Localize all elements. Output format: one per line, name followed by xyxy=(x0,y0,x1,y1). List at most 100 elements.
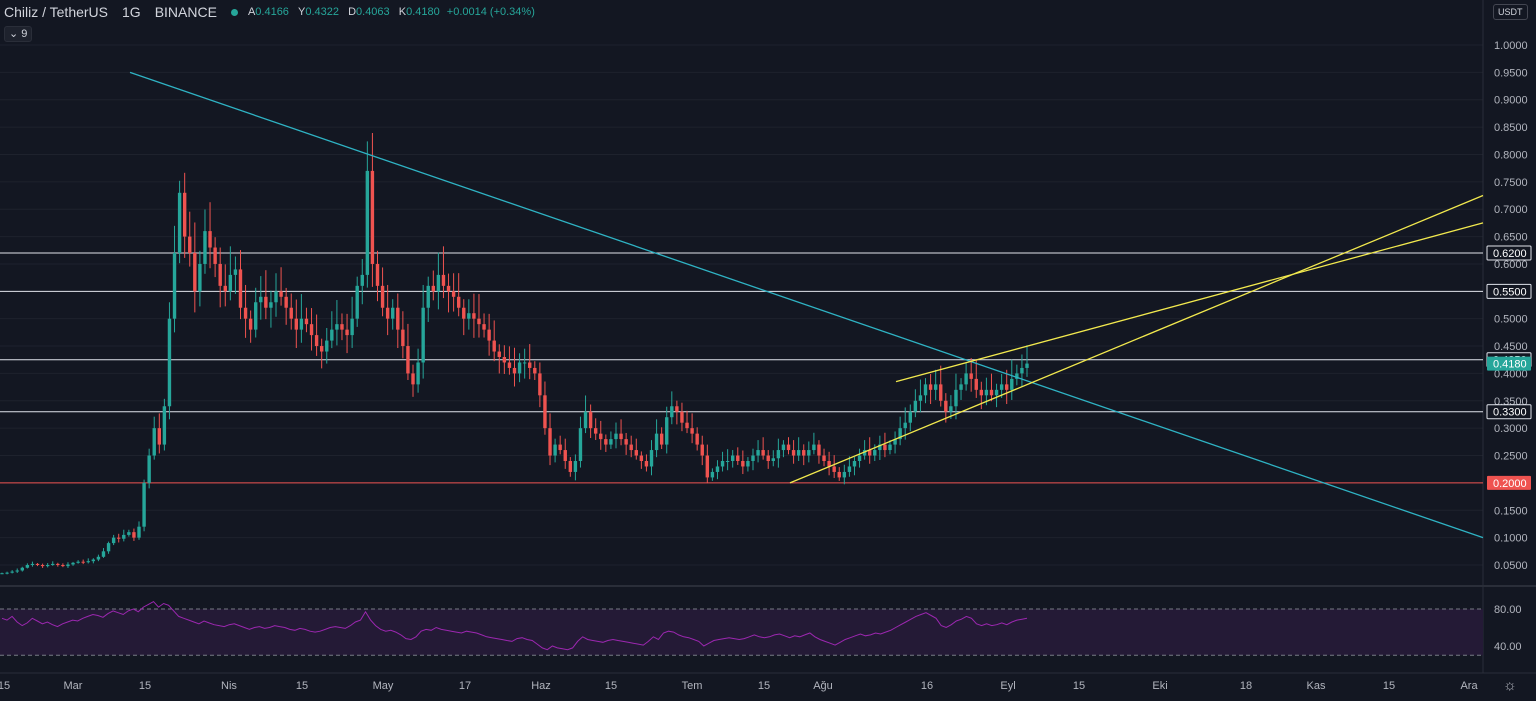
candle-body xyxy=(431,285,436,292)
candle-body xyxy=(152,428,156,456)
candle-body xyxy=(786,444,791,451)
candle-body xyxy=(928,384,933,390)
candle-body xyxy=(259,296,263,303)
candle-body xyxy=(467,313,471,319)
candle-body xyxy=(269,302,273,308)
candle-body xyxy=(462,307,466,319)
candle-body xyxy=(619,433,623,440)
level-price-label[interactable]: 0.3300 xyxy=(1486,404,1532,420)
candle-body xyxy=(563,450,567,461)
candle-body xyxy=(411,373,415,385)
time-tick-label: 15 xyxy=(1073,680,1085,692)
horizontal-levels xyxy=(0,252,1483,484)
candle-body xyxy=(147,455,151,483)
trendlines[interactable] xyxy=(129,71,1484,539)
candle-body xyxy=(979,389,984,396)
price-tick-label: 0.9000 xyxy=(1494,95,1528,107)
candle-body xyxy=(325,340,329,352)
candle-body xyxy=(203,231,207,264)
level-price-label[interactable]: 0.2000 xyxy=(1487,475,1531,490)
currency-button[interactable]: USDT xyxy=(1493,4,1528,20)
candle-body xyxy=(456,296,461,308)
candle-body xyxy=(177,192,182,253)
candle-body xyxy=(218,263,222,286)
candle-body xyxy=(923,384,928,396)
time-tick-label: Eyl xyxy=(1000,680,1015,692)
candle-body xyxy=(279,291,283,297)
candle-body xyxy=(142,482,146,527)
price-axis[interactable]: 1.0000 0.9500 0.9000 0.8500 0.8000 0.7500 0.70… xyxy=(1486,40,1532,653)
time-tick-label: 15 xyxy=(758,680,770,692)
settings-gear-icon[interactable]: ☼ xyxy=(1503,677,1517,694)
candle-body xyxy=(274,291,278,303)
candle-body xyxy=(472,313,476,319)
candle-body xyxy=(76,561,80,563)
candle-body xyxy=(25,565,30,568)
level-price-label[interactable]: 0.4180 xyxy=(1487,356,1531,371)
symbol-name[interactable]: Chiliz / TetherUS xyxy=(4,4,109,20)
candle-body xyxy=(56,563,60,565)
time-tick-label: 15 xyxy=(0,680,10,692)
indicators-toggle-button[interactable]: ⌄ 9 xyxy=(4,26,33,42)
candle-body xyxy=(659,433,664,445)
price-tick-label: 0.4500 xyxy=(1494,341,1528,353)
candle-body xyxy=(776,450,781,459)
interval-label[interactable]: 1G xyxy=(122,4,141,20)
candle-body xyxy=(446,285,451,292)
level-price-label[interactable]: 0.5500 xyxy=(1486,283,1532,299)
candle-body xyxy=(883,444,887,451)
candle-body xyxy=(959,384,963,390)
candle-body xyxy=(629,444,633,451)
price-tick-label: 0.4000 xyxy=(1494,368,1528,380)
price-tick-label: 0.3000 xyxy=(1494,423,1528,435)
level-price-label-text: 0.6200 xyxy=(1493,248,1527,260)
candle-body xyxy=(228,274,233,292)
candle-body xyxy=(350,318,354,336)
level-price-label-bg xyxy=(1486,404,1532,420)
level-price-label[interactable]: 0.6200 xyxy=(1486,245,1532,261)
candle-body xyxy=(609,439,613,445)
trendline-wedge-lower[interactable] xyxy=(789,194,1484,484)
candle-body xyxy=(913,400,918,412)
candle-body xyxy=(695,433,699,445)
indicator-count: 9 xyxy=(21,28,28,40)
candle-body xyxy=(284,296,288,308)
level-price-label-text: 0.4180 xyxy=(1493,359,1527,371)
level-price-label-text: 0.2000 xyxy=(1493,478,1527,490)
price-tick-label: 0.7000 xyxy=(1494,204,1528,216)
candle-body xyxy=(111,537,116,544)
time-tick-label: 15 xyxy=(296,680,308,692)
trendline-wedge-upper[interactable] xyxy=(895,222,1484,383)
candle-body xyxy=(40,565,45,567)
time-tick-label: 15 xyxy=(139,680,151,692)
candle-body xyxy=(299,318,304,330)
candle-body xyxy=(649,450,654,467)
candle-body xyxy=(888,444,892,451)
candle-body xyxy=(837,471,841,478)
time-axis[interactable]: 15 Mar 15 Nis 15 May 17 Haz 15 Tem 15 Ağu 16 Eyl 15 Eki… xyxy=(0,680,1478,692)
price-tick-label: 0.1500 xyxy=(1494,505,1528,517)
rsi-tick-label: 80.00 xyxy=(1494,604,1522,616)
candle-body xyxy=(568,461,573,472)
candle-body xyxy=(771,458,775,461)
candle-body xyxy=(746,461,750,467)
candle-body xyxy=(127,532,131,535)
candle-body xyxy=(720,461,725,467)
candle-body xyxy=(264,296,268,308)
time-tick-label: May xyxy=(373,680,394,692)
candle-body xyxy=(294,318,299,330)
level-price-label-bg xyxy=(1487,356,1531,371)
candle-body xyxy=(954,389,958,407)
time-tick-label: 18 xyxy=(1240,680,1252,692)
candle-body xyxy=(832,466,836,472)
candle-body xyxy=(558,444,562,451)
candle-body xyxy=(964,373,968,385)
candle-body xyxy=(426,285,430,308)
level-price-label-text: 0.3300 xyxy=(1493,407,1527,419)
candle-body xyxy=(340,324,344,330)
candle-body xyxy=(665,417,669,445)
candle-body xyxy=(1015,373,1019,379)
trendline-descending[interactable] xyxy=(129,71,1484,539)
